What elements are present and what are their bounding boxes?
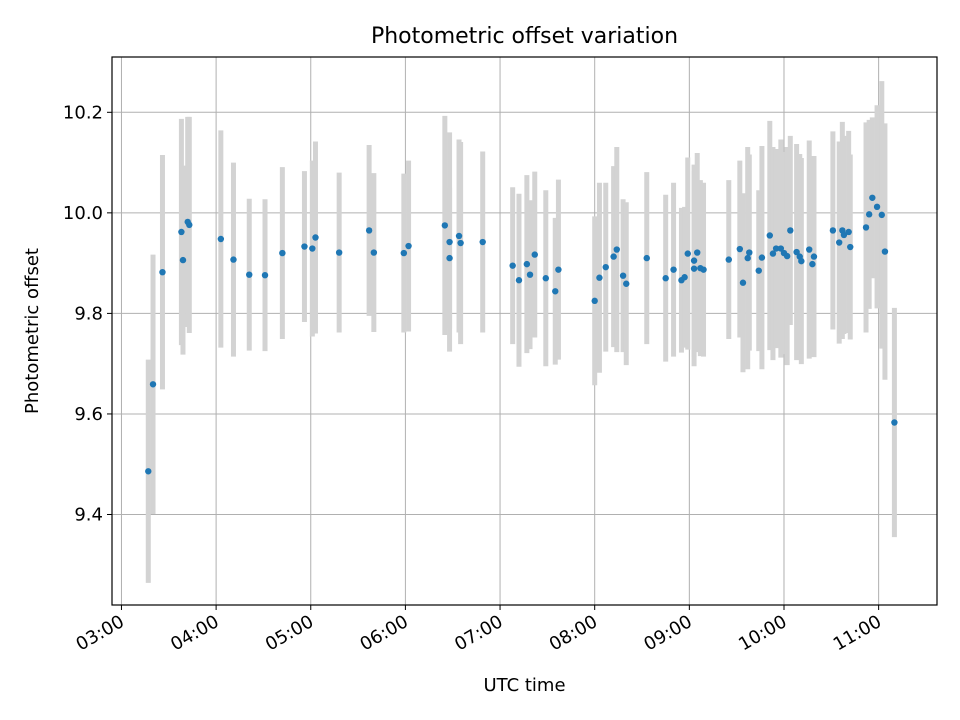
data-point: [783, 252, 791, 260]
data-point: [881, 248, 889, 255]
data-point: [739, 279, 747, 286]
data-point: [862, 224, 870, 231]
plot-frame: [111, 56, 938, 606]
data-point: [662, 275, 669, 282]
data-point: [793, 248, 800, 256]
data-point: [523, 260, 531, 268]
data-point: [400, 249, 408, 257]
data-point: [596, 274, 603, 281]
data-point: [515, 277, 523, 284]
data-point: [690, 265, 698, 272]
data-point: [370, 249, 378, 256]
data-point: [744, 254, 751, 262]
data-point: [865, 211, 873, 218]
data-point: [531, 251, 538, 258]
data-point: [526, 271, 534, 278]
data-point: [365, 227, 373, 234]
data-point: [479, 238, 486, 246]
data-point: [441, 222, 449, 229]
data-point: [301, 243, 308, 250]
data-point: [847, 243, 854, 251]
data-point: [279, 249, 286, 257]
data-point: [555, 266, 562, 273]
data-point: [159, 268, 166, 276]
data-point: [230, 256, 237, 263]
data-point: [246, 271, 253, 278]
data-point: [806, 246, 813, 253]
data-point: [619, 272, 627, 279]
data-point: [217, 235, 225, 243]
x-axis-label: UTC time: [483, 675, 565, 696]
data-point: [509, 262, 516, 269]
data-point: [798, 257, 805, 265]
data-point: [772, 245, 780, 252]
data-point: [591, 297, 598, 305]
data-point: [149, 381, 157, 388]
data-point: [542, 275, 549, 282]
data-point: [755, 267, 762, 274]
data-point: [643, 254, 650, 262]
data-point: [405, 242, 412, 250]
data-point: [766, 232, 773, 239]
data-point: [891, 419, 898, 426]
data-point: [446, 254, 453, 262]
data-point: [670, 266, 677, 273]
data-point: [777, 245, 785, 252]
data-point: [690, 257, 698, 264]
data-point: [602, 263, 609, 271]
data-point: [869, 194, 876, 201]
data-point: [457, 239, 464, 247]
data-point: [746, 249, 753, 256]
data-point: [455, 232, 463, 240]
data-point: [186, 221, 193, 229]
data-point: [809, 260, 816, 268]
data-point: [179, 256, 187, 264]
data-point: [736, 245, 744, 253]
data-point: [613, 246, 620, 253]
data-point: [610, 253, 617, 260]
data-point: [261, 271, 269, 279]
y-axis: 9.4 9.6 9.8 10.0 10.2: [63, 102, 112, 526]
data-point: [312, 234, 319, 241]
data-point: [694, 249, 701, 256]
data-point: [700, 266, 707, 273]
data-point: [878, 211, 885, 219]
data-point: [810, 253, 818, 260]
data-point: [835, 239, 843, 246]
data-point: [145, 468, 152, 475]
data-point: [681, 274, 688, 281]
data-point: [787, 227, 794, 234]
data-point: [829, 227, 837, 234]
y-tick-label: 10.0: [63, 203, 103, 224]
data-point: [840, 231, 848, 239]
data-point: [623, 280, 630, 287]
data-point: [335, 249, 343, 256]
data-point: [684, 250, 691, 257]
y-tick-label: 9.8: [74, 303, 103, 324]
chart-title: Photometric offset variation: [371, 24, 678, 49]
data-points: [145, 194, 898, 475]
data-point: [725, 256, 732, 263]
data-point: [845, 228, 852, 236]
data-point: [552, 288, 559, 295]
y-axis-label: Photometric offset: [22, 248, 43, 414]
y-tick-label: 9.6: [74, 404, 103, 425]
data-point: [769, 250, 777, 257]
data-point: [758, 254, 766, 261]
data-point: [446, 238, 453, 246]
data-point: [309, 245, 316, 252]
data-point: [873, 203, 881, 211]
y-tick-label: 9.4: [74, 505, 103, 526]
data-point: [178, 228, 185, 236]
y-tick-label: 10.2: [63, 102, 103, 123]
